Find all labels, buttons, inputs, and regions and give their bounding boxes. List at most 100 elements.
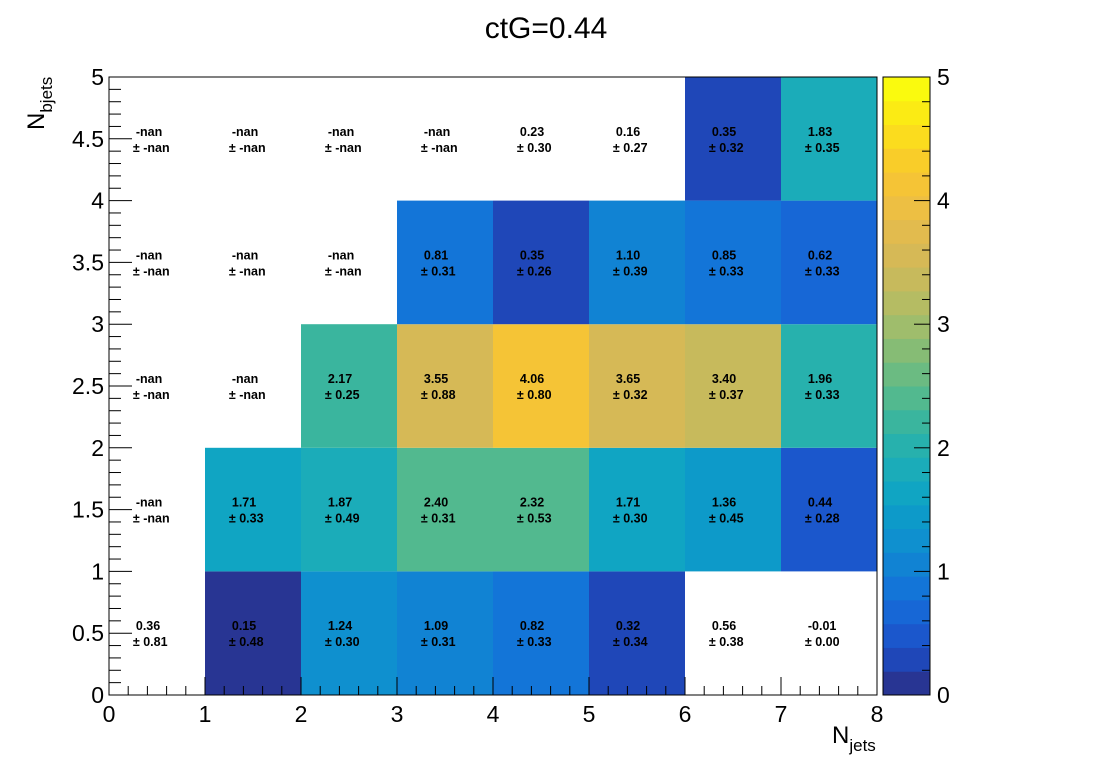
cell-error-label: ± 0.45 xyxy=(709,512,744,526)
cell-value-label: 0.35 xyxy=(520,248,544,262)
colorbar-segment xyxy=(883,290,930,316)
heatmap-cell xyxy=(589,324,685,448)
y-tick-label: 3 xyxy=(91,311,104,337)
y-tick-label: 5 xyxy=(91,64,104,90)
colorbar-segment xyxy=(883,528,930,553)
cell-error-label: ± 0.31 xyxy=(421,635,456,649)
y-tick-label: 1 xyxy=(91,558,104,584)
cell-value-label: 0.35 xyxy=(712,125,736,139)
heatmap-cell xyxy=(589,571,685,695)
colorbar-segment xyxy=(883,623,930,648)
cell-value-label: 0.82 xyxy=(520,619,544,633)
cell-error-label: ± 0.27 xyxy=(613,141,648,155)
cell-value-label: -nan xyxy=(136,496,162,510)
cell-error-label: ± 0.30 xyxy=(325,635,360,649)
x-tick-label: 5 xyxy=(583,701,596,727)
colorbar-segment xyxy=(883,338,930,363)
heatmap-cell xyxy=(493,571,589,695)
colorbar-segment xyxy=(883,124,930,149)
colorbar-tick-label: 4 xyxy=(937,188,950,214)
cell-error-label: ± 0.33 xyxy=(709,264,744,278)
cell-value-label: 3.40 xyxy=(712,372,736,386)
x-axis-label-main: N xyxy=(832,722,849,749)
cell-value-label: 3.65 xyxy=(616,372,640,386)
cell-value-label: 4.06 xyxy=(520,372,544,386)
cell-error-label: ± 0.35 xyxy=(805,141,840,155)
heatmap-cell xyxy=(685,200,781,325)
x-tick-label: 2 xyxy=(295,701,308,727)
y-tick-label: 2.5 xyxy=(72,373,104,399)
cell-error-label: ± 0.33 xyxy=(805,264,840,278)
cell-error-label: ± 0.33 xyxy=(805,388,840,402)
colorbar-segment xyxy=(883,267,930,292)
heatmap-cell xyxy=(493,447,589,572)
colorbar-segment xyxy=(883,552,930,577)
x-tick-label: 4 xyxy=(487,701,500,727)
cell-error-label: ± 0.34 xyxy=(613,635,648,649)
cell-value-label: 1.87 xyxy=(328,496,352,510)
cell-error-label: ± -nan xyxy=(229,141,266,155)
colorbar-segment xyxy=(883,457,930,482)
cell-error-label: ± -nan xyxy=(133,388,170,402)
y-axis-label: Nbjets xyxy=(23,77,56,130)
cell-value-label: -nan xyxy=(136,248,162,262)
cell-error-label: ± 0.32 xyxy=(613,388,648,402)
cell-value-label: 1.09 xyxy=(424,619,448,633)
cell-value-label: 1.10 xyxy=(616,248,640,262)
cell-value-label: -nan xyxy=(328,248,354,262)
x-tick-label: 3 xyxy=(391,701,404,727)
heatmap-cell xyxy=(397,200,493,325)
chart-title: ctG=0.44 xyxy=(485,12,608,45)
colorbar-segment xyxy=(883,100,930,126)
heatmap-cell xyxy=(685,77,781,201)
heatmap-cell xyxy=(589,447,685,572)
cells-layer xyxy=(205,77,877,695)
heatmap-cell xyxy=(397,571,493,695)
cell-error-label: ± -nan xyxy=(133,512,170,526)
colorbar-segment xyxy=(883,314,930,339)
y-tick-label: 4.5 xyxy=(72,126,104,152)
cell-error-label: ± 0.33 xyxy=(517,635,552,649)
heatmap-cell xyxy=(493,200,589,325)
cell-error-label: ± 0.80 xyxy=(517,388,552,402)
colorbar-tick-label: 0 xyxy=(937,682,950,708)
cell-value-label: -nan xyxy=(232,125,258,139)
cell-error-label: ± -nan xyxy=(133,264,170,278)
cell-value-label: 1.71 xyxy=(232,496,256,510)
colorbar-tick-label: 3 xyxy=(937,311,950,337)
y-axis-label-sub: bjets xyxy=(37,77,56,113)
cell-error-label: ± 0.49 xyxy=(325,512,360,526)
cell-error-label: ± 0.30 xyxy=(613,512,648,526)
heatmap-cell xyxy=(781,77,877,201)
colorbar-tick-label: 5 xyxy=(937,64,950,90)
colorbar-segment xyxy=(883,433,930,458)
cell-value-label: -nan xyxy=(424,125,450,139)
cell-value-label: -nan xyxy=(136,372,162,386)
cell-error-label: ± 0.28 xyxy=(805,512,840,526)
cell-error-label: ± 0.88 xyxy=(421,388,456,402)
cell-error-label: ± 0.00 xyxy=(805,635,840,649)
cell-error-label: ± 0.38 xyxy=(709,635,744,649)
colorbar-segment xyxy=(883,599,930,625)
cell-value-label: 0.81 xyxy=(424,248,448,262)
cell-value-label: 1.96 xyxy=(808,372,832,386)
cell-error-label: ± -nan xyxy=(325,141,362,155)
cell-error-label: ± 0.33 xyxy=(229,512,264,526)
y-tick-label: 4 xyxy=(91,188,104,214)
colorbar-segment xyxy=(883,504,930,530)
x-tick-label: 0 xyxy=(103,701,116,727)
cell-value-label: 2.40 xyxy=(424,496,448,510)
x-axis-label: Njets xyxy=(832,722,876,755)
cell-error-label: ± -nan xyxy=(229,264,266,278)
heatmap-cell xyxy=(781,447,877,572)
cell-value-label: 1.83 xyxy=(808,125,832,139)
heatmap-cell xyxy=(301,571,397,695)
cell-value-label: 2.32 xyxy=(520,496,544,510)
colorbar-segment xyxy=(883,243,930,268)
cell-value-label: 0.56 xyxy=(712,619,736,633)
colorbar-tick-label: 1 xyxy=(937,558,950,584)
colorbar-segment xyxy=(883,362,930,387)
colorbar-segment xyxy=(883,148,930,173)
